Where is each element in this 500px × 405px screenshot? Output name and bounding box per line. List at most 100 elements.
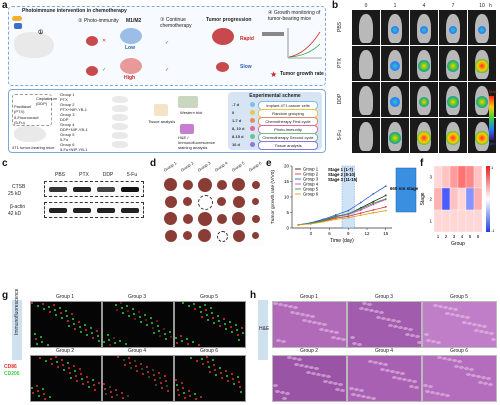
fluor-speck [126, 305, 128, 307]
fluor-speck [116, 394, 118, 396]
slow-label: Slow [240, 64, 252, 70]
fluor-speck [208, 366, 210, 368]
fluor-speck [108, 339, 110, 341]
fluor-speck [189, 395, 191, 397]
fluor-speck [69, 372, 71, 374]
he-texture [371, 397, 376, 400]
scheme-step-dot [250, 126, 255, 131]
fluor-tile [174, 301, 246, 348]
he-texture [351, 393, 356, 396]
fluor-speck [125, 343, 127, 345]
fluor-speck [207, 361, 209, 363]
tumor-specimen [232, 195, 245, 208]
tumor-specimen [198, 229, 211, 242]
group-2-line: Group 2 PTX+NIP-YB-1 [60, 102, 88, 112]
he-texture [453, 308, 458, 311]
caliper-icon [262, 32, 284, 36]
he-texture [477, 324, 482, 327]
fluor-tile [102, 301, 174, 348]
signal-glow [448, 25, 458, 35]
he-texture [300, 313, 305, 316]
pill-icon [12, 16, 22, 21]
fluor-speck [75, 375, 77, 377]
he-texture [359, 389, 364, 392]
fluor-speck [98, 340, 100, 342]
fluor-tile-label: Group 1 [55, 294, 75, 300]
fluor-speck [159, 335, 161, 337]
he-texture [445, 312, 450, 315]
imaging-cell [381, 10, 409, 45]
signal-glow [390, 97, 400, 107]
fluor-speck [176, 384, 178, 386]
tumor-progression-label: Tumor progression [206, 17, 252, 23]
fluor-speck [86, 376, 88, 378]
drug-5fu: 5-Fluorouracil (5-Fu) [14, 115, 39, 125]
he-texture [340, 389, 345, 392]
fluor-tile-label: Group 2 [55, 348, 75, 354]
he-texture [304, 365, 309, 368]
legend-label: Group 3 [303, 177, 319, 182]
fluor-speck [214, 369, 216, 371]
heatmap-col-label: 4 [461, 234, 464, 239]
heatmap-cell [441, 209, 451, 233]
he-texture [278, 303, 283, 306]
blot-column-label: PBS [54, 172, 65, 178]
heatmap-x-label: Group [451, 241, 465, 247]
he-texture [469, 368, 474, 371]
he-texture [312, 321, 317, 324]
tumor-specimen [232, 229, 245, 242]
fluor-speck [220, 372, 222, 374]
fluor-speck [36, 385, 38, 387]
fluor-speck [194, 308, 196, 310]
x-tick-label: 15 [383, 231, 389, 236]
signal-glow [475, 95, 489, 109]
fluor-speck [34, 333, 36, 335]
group-mouse-5 [112, 132, 128, 139]
tumor-specimen [216, 179, 227, 190]
fluor-speck [130, 367, 132, 369]
scheme-step-day: -7 d [232, 102, 240, 107]
fluor-speck [235, 324, 237, 326]
he-texture [488, 383, 493, 386]
he-texture [393, 325, 398, 328]
tumor-specimen [164, 229, 177, 242]
tumor-group-label: Group 5 [230, 160, 246, 173]
fluor-speck [98, 382, 100, 384]
fluor-speck [94, 389, 96, 391]
heatmap-cell [473, 165, 483, 189]
fluor-speck [170, 336, 172, 338]
scheme-step-text: Tissue analysis [258, 141, 318, 150]
fluor-speck [71, 313, 73, 315]
check-mark: ✓ [102, 67, 107, 73]
timepoint-label: 1 [393, 3, 397, 9]
fluor-speck [119, 340, 121, 342]
fluor-speck [93, 384, 95, 386]
blot-column-label: DDP [102, 172, 114, 178]
panel-label-a: a [2, 0, 8, 11]
y-tick-label: 20 [284, 164, 290, 169]
data-point [372, 211, 375, 214]
legend-label: Group 1 [303, 167, 319, 172]
fluor-speck [205, 309, 207, 311]
he-texture [471, 374, 476, 377]
fluor-tile-label: Group 5 [199, 294, 219, 300]
he-texture [356, 394, 361, 397]
he-texture [462, 321, 467, 324]
fluor-tile [174, 355, 246, 402]
fluor-speck [53, 304, 55, 306]
signal-glow [420, 26, 428, 34]
actin-blot [44, 202, 144, 218]
timepoint-label: 7 [451, 3, 455, 9]
vial-icon [14, 23, 22, 29]
he-texture [326, 375, 331, 378]
tumor-specimen [216, 213, 227, 224]
fluor-speck [72, 318, 74, 320]
cd86-legend: CD86 [4, 364, 17, 370]
fluor-speck [156, 320, 158, 322]
fluor-speck [55, 356, 57, 358]
data-point [372, 203, 375, 206]
fluor-speck [41, 341, 43, 343]
fluor-speck [81, 378, 83, 380]
signal-glow [475, 131, 489, 145]
